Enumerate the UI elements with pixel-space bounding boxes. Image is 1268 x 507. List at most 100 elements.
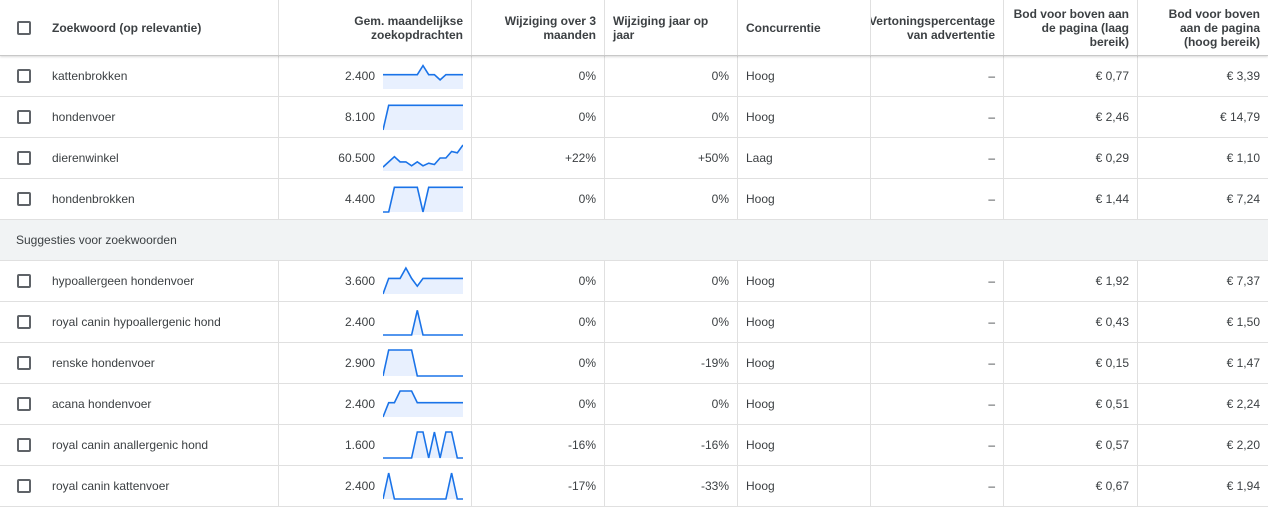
change-3m-cell: 0% bbox=[472, 343, 605, 383]
change-yoy-cell: 0% bbox=[605, 384, 738, 424]
col-impression-share-header[interactable]: Vertoningspercentage van advertentie bbox=[871, 0, 1004, 55]
table-row[interactable]: kattenbrokken 2.400 0% 0% Hoog – € 0,77 € 3,39 bbox=[0, 56, 1268, 97]
keyword-cell: renske hondenvoer bbox=[48, 343, 279, 383]
volume-value: 3.600 bbox=[344, 274, 375, 288]
select-all-checkbox[interactable] bbox=[17, 20, 31, 35]
bid-high-cell: € 7,37 bbox=[1138, 261, 1268, 301]
volume-cell: 4.400 bbox=[279, 179, 472, 219]
col-change-3m-header[interactable]: Wijziging over 3 maanden bbox=[472, 0, 605, 55]
change-yoy-cell-text: 0% bbox=[711, 274, 729, 288]
bid-high-cell: € 1,94 bbox=[1138, 466, 1268, 506]
row-select-cell bbox=[0, 179, 48, 219]
impression-share-cell: – bbox=[871, 384, 1004, 424]
keyword-cell-text: dierenwinkel bbox=[52, 151, 119, 165]
trend-sparkline bbox=[383, 64, 463, 89]
bid-high-cell-text: € 3,39 bbox=[1226, 69, 1260, 83]
table-row[interactable]: dierenwinkel 60.500 +22% +50% Laag – € 0,29 € 1… bbox=[0, 138, 1268, 179]
bid-high-cell-text: € 1,50 bbox=[1226, 315, 1260, 329]
bid-low-cell: € 0,15 bbox=[1004, 343, 1138, 383]
col-keyword-header[interactable]: Zoekwoord (op relevantie) bbox=[48, 0, 279, 55]
table-row[interactable]: renske hondenvoer 2.900 0% -19% Hoog – € 0,15 €… bbox=[0, 343, 1268, 384]
change-yoy-cell-text: +50% bbox=[697, 151, 729, 165]
volume-value: 4.400 bbox=[344, 192, 375, 206]
change-3m-cell: 0% bbox=[472, 56, 605, 96]
row-checkbox[interactable] bbox=[17, 315, 31, 329]
table-row[interactable]: acana hondenvoer 2.400 0% 0% Hoog – € 0,51 € 2,… bbox=[0, 384, 1268, 425]
table-row[interactable]: royal canin kattenvoer 2.400 -17% -33% Hoog –… bbox=[0, 466, 1268, 507]
keyword-cell-text: renske hondenvoer bbox=[52, 356, 155, 370]
col-competition-label: Concurrentie bbox=[746, 20, 821, 35]
bid-high-cell: € 7,24 bbox=[1138, 179, 1268, 219]
row-checkbox[interactable] bbox=[17, 110, 31, 124]
competition-cell: Hoog bbox=[738, 425, 871, 465]
volume-value: 2.400 bbox=[344, 69, 375, 83]
row-checkbox[interactable] bbox=[17, 479, 31, 493]
competition-cell-text: Hoog bbox=[746, 438, 775, 452]
row-checkbox[interactable] bbox=[17, 192, 31, 206]
volume-value: 2.400 bbox=[344, 315, 375, 329]
trend-area bbox=[383, 350, 463, 376]
change-3m-cell-text: -16% bbox=[567, 438, 596, 452]
row-checkbox[interactable] bbox=[17, 356, 31, 370]
bid-high-cell-text: € 7,37 bbox=[1226, 274, 1260, 288]
bid-low-cell: € 1,92 bbox=[1004, 261, 1138, 301]
competition-cell: Hoog bbox=[738, 97, 871, 137]
impression-share-cell-text: – bbox=[988, 438, 995, 452]
table-header: Zoekwoord (op relevantie) Gem. maandelij… bbox=[0, 0, 1268, 56]
change-3m-cell: 0% bbox=[472, 302, 605, 342]
competition-cell-text: Hoog bbox=[746, 479, 775, 493]
trend-line bbox=[383, 144, 463, 168]
change-yoy-cell: -33% bbox=[605, 466, 738, 506]
trend-area bbox=[383, 187, 463, 212]
change-3m-cell-text: 0% bbox=[578, 397, 596, 411]
impression-share-cell: – bbox=[871, 138, 1004, 178]
bid-high-cell: € 2,24 bbox=[1138, 384, 1268, 424]
impression-share-cell-text: – bbox=[988, 151, 995, 165]
change-yoy-cell: +50% bbox=[605, 138, 738, 178]
row-checkbox[interactable] bbox=[17, 397, 31, 411]
bid-high-cell-text: € 1,94 bbox=[1226, 479, 1260, 493]
competition-cell: Hoog bbox=[738, 302, 871, 342]
trend-area bbox=[383, 391, 463, 417]
row-checkbox[interactable] bbox=[17, 438, 31, 452]
competition-cell-text: Hoog bbox=[746, 192, 775, 206]
table-row[interactable]: hondenbrokken 4.400 0% 0% Hoog – € 1,44 € 7,24 bbox=[0, 179, 1268, 220]
competition-cell-text: Hoog bbox=[746, 69, 775, 83]
table-row[interactable]: royal canin hypoallergenic hond 2.400 0% 0%… bbox=[0, 302, 1268, 343]
bid-low-cell-text: € 0,29 bbox=[1095, 151, 1129, 165]
change-yoy-cell: 0% bbox=[605, 97, 738, 137]
col-bid-high-header[interactable]: Bod voor boven aan de pagina (hoog berei… bbox=[1138, 0, 1268, 55]
competition-cell: Hoog bbox=[738, 261, 871, 301]
col-competition-header[interactable]: Concurrentie bbox=[738, 0, 871, 55]
table-row[interactable]: hondenvoer 8.100 0% 0% Hoog – € 2,46 € 14,79 bbox=[0, 97, 1268, 138]
trend-line bbox=[383, 431, 463, 459]
trend-sparkline bbox=[383, 144, 463, 171]
volume-cell: 2.400 bbox=[279, 56, 472, 96]
trend-area bbox=[383, 310, 463, 335]
row-checkbox[interactable] bbox=[17, 69, 31, 83]
change-3m-cell-text: 0% bbox=[578, 110, 596, 124]
row-select-cell bbox=[0, 138, 48, 178]
row-checkbox[interactable] bbox=[17, 274, 31, 288]
col-bid-low-header[interactable]: Bod voor boven aan de pagina (laag berei… bbox=[1004, 0, 1138, 55]
row-checkbox[interactable] bbox=[17, 151, 31, 165]
table-row[interactable]: hypoallergeen hondenvoer 3.600 0% 0% Hoog – € … bbox=[0, 261, 1268, 302]
competition-cell: Hoog bbox=[738, 343, 871, 383]
keyword-cell: dierenwinkel bbox=[48, 138, 279, 178]
col-keyword-label: Zoekwoord (op relevantie) bbox=[52, 20, 202, 35]
table-row[interactable]: royal canin anallergenic hond 1.600 -16% -1… bbox=[0, 425, 1268, 466]
col-change-yoy-header[interactable]: Wijziging jaar op jaar bbox=[605, 0, 738, 55]
impression-share-cell-text: – bbox=[988, 479, 995, 493]
trend-area bbox=[383, 65, 463, 89]
change-yoy-cell-text: -19% bbox=[700, 356, 729, 370]
competition-cell-text: Hoog bbox=[746, 397, 775, 411]
keyword-cell: royal canin kattenvoer bbox=[48, 466, 279, 506]
trend-line bbox=[383, 310, 463, 336]
trend-sparkline bbox=[383, 472, 463, 500]
col-volume-header[interactable]: Gem. maandelijkse zoekopdrachten bbox=[279, 0, 472, 55]
bid-high-cell-text: € 1,10 bbox=[1226, 151, 1260, 165]
bid-low-cell-text: € 1,44 bbox=[1095, 192, 1129, 206]
competition-cell-text: Hoog bbox=[746, 274, 775, 288]
bid-low-cell-text: € 2,46 bbox=[1095, 110, 1129, 124]
change-3m-cell-text: 0% bbox=[578, 274, 596, 288]
